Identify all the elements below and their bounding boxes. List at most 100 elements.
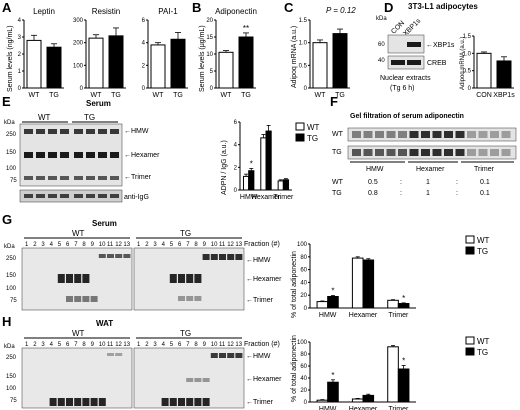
y-tick-label: 20 <box>300 388 307 394</box>
panel-f-row-tg: TG <box>332 149 342 156</box>
band-hexamer <box>60 152 69 158</box>
blot-g-title: Serum <box>92 219 117 228</box>
bar-wt-hexamer <box>351 257 364 309</box>
fraction-number-tg: 10 <box>211 342 218 348</box>
band-trimer <box>74 296 82 302</box>
y-tick-label: 1.0 <box>463 51 472 57</box>
fraction-number-wt: 8 <box>82 242 86 248</box>
band-hexamer <box>202 378 210 382</box>
ylabel-c: Adipoq mRNA (a.u.) <box>291 26 298 88</box>
y-tick-label: 0 <box>304 400 308 406</box>
y-tick-label: 20 <box>300 293 307 299</box>
band-trimer <box>178 296 185 301</box>
legend-h-wt: WT <box>477 337 490 346</box>
y-tick-label: 40 <box>300 376 307 382</box>
y-tick-label: 2 <box>142 63 146 69</box>
fraction-number-tg: 1 <box>137 242 141 248</box>
y-tick-label: 80 <box>300 352 307 358</box>
band-igg <box>60 194 69 198</box>
y-tick-label: 5 <box>210 69 214 75</box>
band-igg <box>48 194 57 198</box>
chart-D-adipoq: 0 0.5 1.0 1.5 CON XBP1s <box>463 34 516 99</box>
blot-h-kda-header: kDa <box>4 344 15 350</box>
chart-title: Leptin <box>33 7 55 16</box>
y-tick-label: 4 <box>142 41 146 47</box>
x-tick-label: CON <box>476 92 492 99</box>
bar-wt <box>26 39 42 89</box>
blot-d-kda-40: 40 <box>378 58 385 64</box>
fraction-number-tg: 13 <box>235 342 242 348</box>
band-hmw <box>98 254 106 258</box>
x-tick-label: TG <box>241 92 251 99</box>
x-tick-label: WT <box>315 92 327 99</box>
y-tick-label: 20 <box>206 18 213 24</box>
fraction-number-tg: 8 <box>194 342 198 348</box>
blot-g-group-tg: TG <box>180 229 191 238</box>
bar-tg-hmw <box>327 295 339 309</box>
band-hmw <box>227 254 235 260</box>
band-trimer <box>90 296 98 302</box>
y-tick-label: 0 <box>18 86 22 92</box>
chart-title: PAI-1 <box>158 7 178 16</box>
band-f-tg <box>432 149 442 156</box>
panel-label-c: C <box>284 0 294 15</box>
fraction-number-wt: 9 <box>91 242 95 248</box>
band-f-tg <box>467 149 476 156</box>
band-igg <box>110 194 119 198</box>
y-tick-label: 4 <box>234 143 238 149</box>
chart-A-leptin: 0 1 2 3 4 Leptin WT TG <box>18 7 64 99</box>
band-trimer <box>82 398 90 406</box>
band-trimer <box>194 296 202 301</box>
y-tick-label: 0 <box>142 86 146 92</box>
blot-h-label-hexamer: ←Hexamer <box>246 376 282 383</box>
y-tick-label: 60 <box>300 268 307 274</box>
chart-title: Resistin <box>92 7 120 16</box>
band-igg <box>98 194 107 198</box>
x-tick-label: Hexamer <box>252 194 281 201</box>
band-trimer <box>186 398 194 406</box>
band-hmw <box>60 129 69 134</box>
band-trimer <box>57 398 65 406</box>
band-hmw <box>36 129 45 134</box>
blot-e-bands <box>24 129 119 180</box>
band-trimer <box>49 398 57 406</box>
bar-tg-trimer <box>282 179 290 191</box>
fraction-number-wt: 5 <box>58 342 62 348</box>
blot-h-group-wt: WT <box>72 329 85 338</box>
y-tick-label: 4 <box>18 18 22 24</box>
fraction-number-wt: 13 <box>123 342 130 348</box>
y-tick-label: 0 <box>234 188 238 194</box>
fraction-number-wt: 9 <box>91 342 95 348</box>
band-f-wt <box>409 131 419 138</box>
bar-tg-trimer <box>397 368 410 403</box>
y-tick-label: 100 <box>73 63 84 69</box>
blot-h-kda-150: 150 <box>6 374 17 380</box>
panel-f-title: Gel filtration of serum adiponectin <box>350 113 464 120</box>
band-trimer <box>66 296 73 302</box>
band-hmw <box>107 254 114 258</box>
band-hmw <box>219 254 226 260</box>
bar-wt <box>88 37 104 89</box>
panel-label-b: B <box>192 0 201 15</box>
x-tick-label: WT <box>91 92 103 99</box>
legend-e-tg: TG <box>307 134 318 143</box>
band-hmw <box>86 129 95 134</box>
band-f-tg <box>421 149 430 156</box>
bar-tg <box>46 46 62 89</box>
band-f-wt <box>432 131 442 138</box>
fraction-number-wt: 3 <box>41 242 45 248</box>
fraction-number-wt: 7 <box>74 342 78 348</box>
band-hmw <box>107 353 114 356</box>
band-trimer <box>74 398 82 406</box>
y-tick-label: 3 <box>18 35 22 41</box>
significance-mark: * <box>331 371 334 380</box>
blot-e-igg-bands <box>24 194 119 198</box>
fraction-number-wt: 2 <box>33 342 37 348</box>
panel-f-col-trimer: Trimer <box>474 166 495 173</box>
table-f-cell: : <box>456 179 458 186</box>
band-f-wt <box>490 131 499 138</box>
legend-e-wt-swatch <box>295 122 305 131</box>
